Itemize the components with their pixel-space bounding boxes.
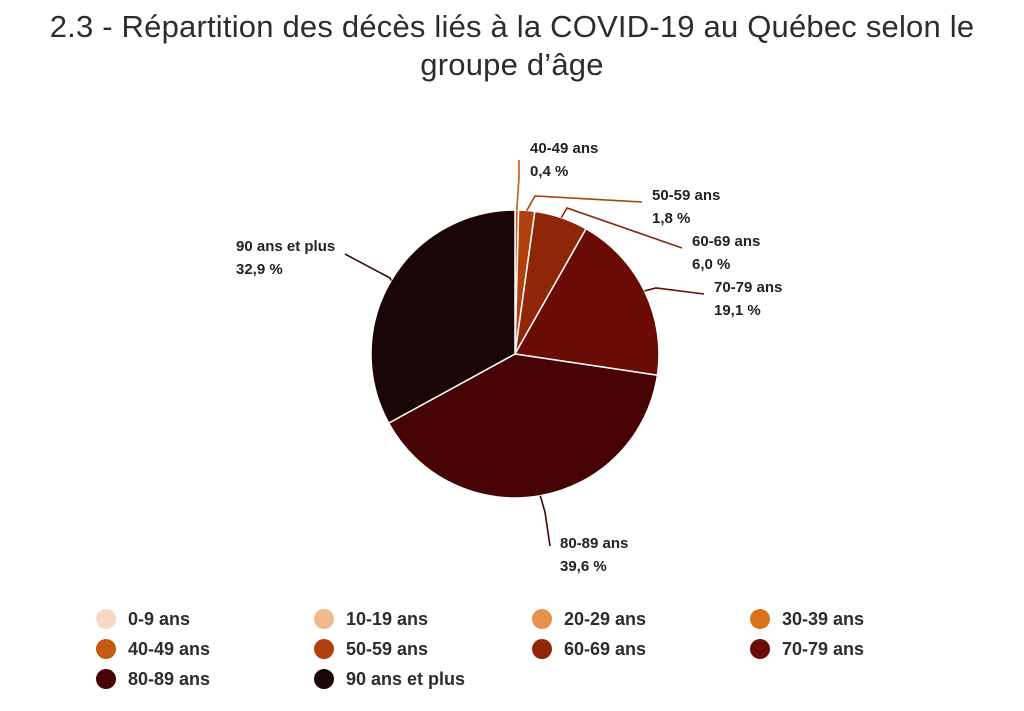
chart-title-line-2: groupe d’âge	[420, 47, 604, 82]
pie-slice-80-89-ans	[387, 353, 659, 499]
leader-line-70-79-ans	[644, 287, 705, 295]
legend-label: 50-59 ans	[346, 638, 429, 659]
legend-item: 70-79 ans	[750, 636, 864, 662]
slice-label-value: 32,9 %	[236, 261, 283, 278]
slice-label-name: 50-59 ans	[652, 187, 720, 204]
pie-slices	[370, 209, 660, 499]
legend-label: 40-49 ans	[128, 638, 211, 659]
legend-swatch	[96, 669, 116, 689]
slice-label-value: 6,0 %	[692, 256, 730, 273]
slice-labels: 40-49 ans 0,4 % 50-59 ans 1,8 %60-69 ans 6,0…	[236, 140, 782, 575]
leader-line-60-69-ans	[560, 207, 683, 249]
legend-item: 50-59 ans	[314, 636, 428, 662]
slice-label-value: 1,8 %	[652, 210, 690, 227]
leader-line-50-59-ans	[526, 195, 643, 211]
legend-item: 0-9 ans	[96, 606, 190, 632]
legend-item: 10-19 ans	[314, 606, 428, 632]
legend-swatch	[314, 609, 334, 629]
leader-line-40-49-ans	[516, 160, 520, 211]
legend-label: 10-19 ans	[346, 608, 429, 629]
leader-line-80-89-ans	[539, 495, 551, 547]
legend-swatch	[532, 639, 552, 659]
slice-label-name: 80-89 ans	[560, 535, 628, 552]
slice-label-name: 70-79 ans	[714, 279, 782, 296]
legend-label: 70-79 ans	[782, 638, 865, 659]
legend-label: 80-89 ans	[128, 668, 211, 689]
legend-swatch	[96, 639, 116, 659]
legend-label: 90 ans et plus	[346, 668, 466, 689]
legend-item: 40-49 ans	[96, 636, 210, 662]
slice-label-name: 40-49 ans	[530, 140, 598, 157]
legend-swatch	[750, 609, 770, 629]
legend-label: 0-9 ans	[128, 608, 191, 629]
legend-label: 20-29 ans	[564, 608, 647, 629]
slice-label-name: 90 ans et plus	[236, 238, 335, 255]
legend-item: 60-69 ans	[532, 636, 646, 662]
slice-label-value: 19,1 %	[714, 302, 761, 319]
legend-swatch	[532, 609, 552, 629]
leader-line-90-ans-et-plus	[344, 253, 392, 281]
label-leader-lines	[344, 160, 705, 547]
legend-item: 80-89 ans	[96, 666, 210, 692]
legend-item: 90 ans et plus	[314, 666, 465, 692]
slice-label-value: 39,6 %	[560, 558, 607, 575]
slice-label-value: 0,4 %	[530, 163, 568, 180]
legend-label: 60-69 ans	[564, 638, 647, 659]
legend-item: 30-39 ans	[750, 606, 864, 632]
legend-swatch	[96, 609, 116, 629]
chart-title-line-1: 2.3 - Répartition des décès liés à la CO…	[49, 9, 975, 44]
legend-label: 30-39 ans	[782, 608, 865, 629]
legend-swatch	[314, 639, 334, 659]
pie-slice-70-79-ans	[513, 227, 660, 377]
pie-chart: 40-49 ans 0,4 % 50-59 ans 1,8 %60-69 ans 6,0…	[236, 140, 782, 575]
legend-item: 20-29 ans	[532, 606, 646, 632]
slice-label-name: 60-69 ans	[692, 233, 760, 250]
pie-slice-90-ans-et-plus	[370, 209, 516, 425]
legend-swatch	[750, 639, 770, 659]
legend-swatch	[314, 669, 334, 689]
chart-title: 2.3 - Répartition des décès liés à la CO…	[0, 8, 1024, 84]
